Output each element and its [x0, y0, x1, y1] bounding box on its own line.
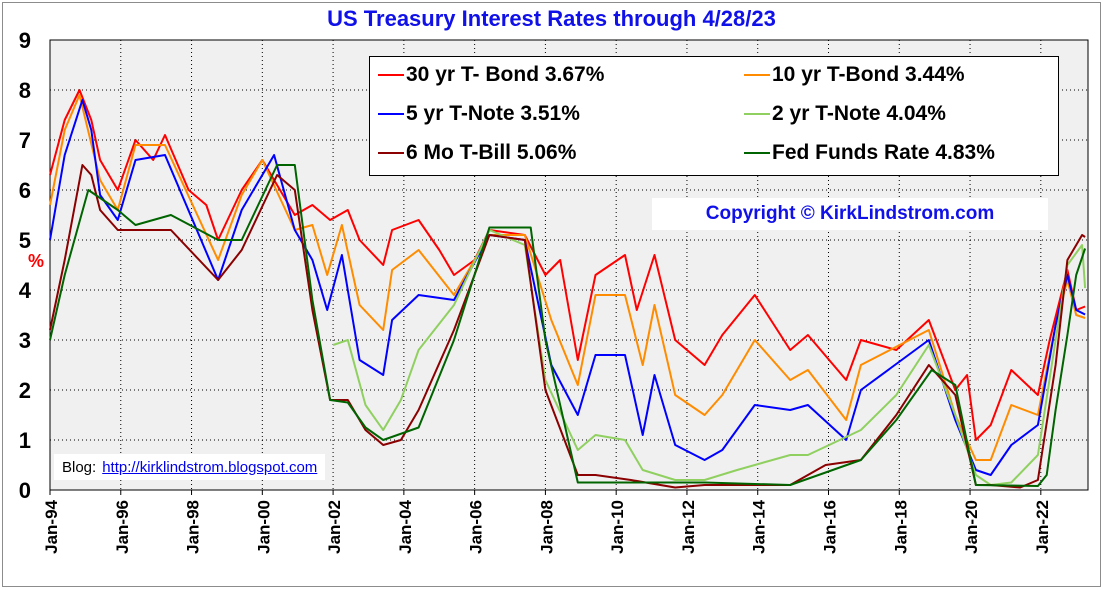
chart-title: US Treasury Interest Rates through 4/28/… — [327, 6, 776, 31]
y-tick-label: 7 — [19, 128, 31, 153]
legend-item-5yr: 5 yr T-Note 3.51% — [378, 102, 580, 126]
legend-swatch-fed — [744, 152, 770, 154]
x-tick-label: Jan-08 — [537, 500, 556, 554]
series-line-1 — [49, 94, 1086, 461]
y-tick-label: 4 — [19, 278, 32, 303]
y-tick-label: 0 — [19, 478, 31, 503]
legend-swatch-30yr — [378, 74, 404, 76]
legend-item-10yr: 10 yr T-Bond 3.44% — [744, 63, 965, 87]
series-lines — [49, 89, 1087, 489]
legend-item-2yr: 2 yr T-Note 4.04% — [744, 102, 946, 126]
legend-item-6mo: 6 Mo T-Bill 5.06% — [378, 141, 576, 165]
legend-label-10yr: 10 yr T-Bond 3.44% — [772, 63, 965, 86]
y-tick-label: 2 — [19, 378, 31, 403]
y-tick-label: 5 — [19, 228, 31, 253]
blog-label: Blog: — [62, 458, 97, 476]
x-tick-label: Jan-98 — [184, 500, 203, 554]
x-tick-label: Jan-96 — [113, 500, 132, 554]
y-tick-label: 1 — [19, 428, 31, 453]
y-tick-label: 3 — [19, 328, 31, 353]
x-tick-label: Jan-12 — [679, 500, 698, 554]
x-tick-label: Jan-06 — [467, 500, 486, 554]
y-tick-label: 9 — [19, 28, 31, 53]
legend: 30 yr T- Bond 3.67% 10 yr T-Bond 3.44% 5… — [369, 56, 1059, 176]
x-tick-label: Jan-18 — [891, 500, 910, 554]
legend-item-fed: Fed Funds Rate 4.83% — [744, 141, 995, 165]
blog-link[interactable]: http://kirklindstrom.blogspot.com — [102, 458, 318, 476]
y-axis-ticks: 0 1 2 3 4 5 6 7 8 9 — [19, 28, 32, 503]
x-tick-label: Jan-02 — [325, 500, 344, 554]
copyright-notice: Copyright © KirkLindstrom.com — [652, 198, 1048, 230]
series-line-5 — [49, 164, 1087, 487]
legend-label-30yr: 30 yr T- Bond 3.67% — [406, 63, 605, 86]
legend-swatch-6mo — [378, 152, 404, 154]
legend-swatch-2yr — [744, 113, 770, 115]
legend-item-30yr: 30 yr T- Bond 3.67% — [378, 63, 604, 87]
x-tick-label: Jan-22 — [1033, 500, 1052, 554]
x-tick-label: Jan-10 — [608, 500, 627, 554]
x-tick-label: Jan-14 — [750, 499, 769, 553]
legend-label-5yr: 5 yr T-Note 3.51% — [406, 102, 580, 125]
x-tick-label: Jan-20 — [962, 500, 981, 554]
legend-label-6mo: 6 Mo T-Bill 5.06% — [406, 141, 577, 164]
y-axis-label: % — [28, 251, 45, 271]
x-tick-label: Jan-94 — [42, 499, 61, 553]
y-tick-label: 6 — [19, 178, 31, 203]
legend-swatch-10yr — [744, 74, 770, 76]
legend-swatch-5yr — [378, 113, 404, 115]
legend-label-2yr: 2 yr T-Note 4.04% — [772, 102, 946, 125]
series-line-3 — [332, 229, 1087, 486]
x-tick-label: Jan-00 — [254, 500, 273, 554]
x-tick-label: Jan-04 — [396, 499, 415, 553]
x-axis-ticks: Jan-94 Jan-96 Jan-98 Jan-00 Jan-02 Jan-04 Jan-… — [42, 490, 1052, 554]
x-tick-label: Jan-16 — [821, 500, 840, 554]
blog-caption: Blog: http://kirklindstrom.blogspot.com — [54, 454, 326, 480]
y-tick-label: 8 — [19, 78, 31, 103]
legend-label-fed: Fed Funds Rate 4.83% — [772, 141, 995, 164]
